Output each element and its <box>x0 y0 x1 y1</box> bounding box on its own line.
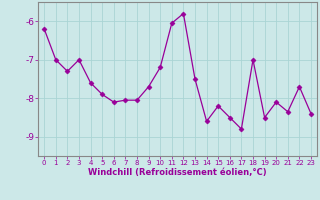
X-axis label: Windchill (Refroidissement éolien,°C): Windchill (Refroidissement éolien,°C) <box>88 168 267 177</box>
